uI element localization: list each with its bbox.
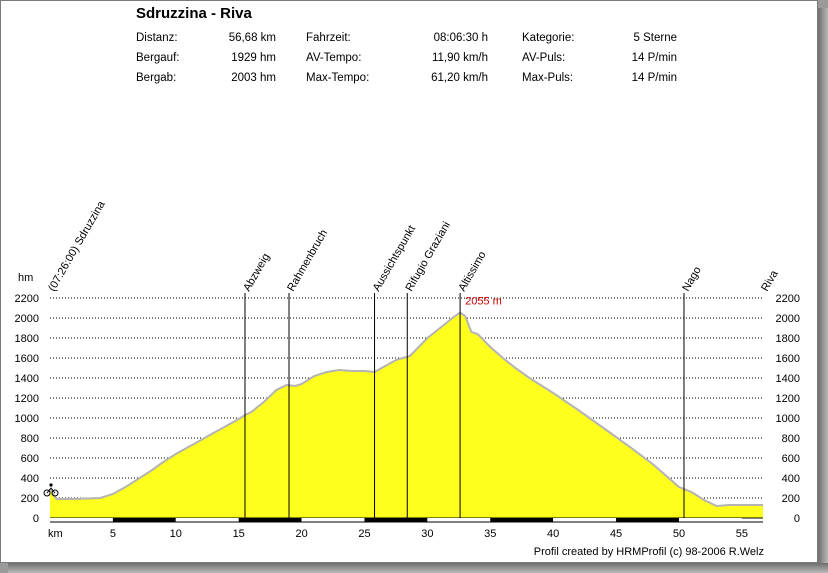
stat-avg-pulse-label: AV-Puls: — [522, 52, 566, 64]
footer-credit: Profil created by HRMProfil (c) 98-2006 … — [534, 546, 764, 558]
y-tick-label-right: 1200 — [776, 393, 800, 405]
stat-avg-speed-value: 11,90 km/h — [431, 52, 488, 64]
x-tick-label: 5 — [110, 528, 116, 540]
elevation-profile-chart: (07:26:00) Sdruzzina Abzweig Rahmenbruch Au… — [15, 198, 800, 558]
bicycle-icon — [43, 483, 59, 497]
stat-category-label: Kategorie: — [522, 32, 575, 44]
y-tick-label-right: 200 — [782, 493, 800, 505]
y-tick-label-right: 1400 — [776, 373, 800, 385]
y-tick-label-left: 600 — [21, 453, 39, 465]
stat-max-speed-value: 61,20 km/h — [431, 72, 488, 84]
stat-ascent-value: 1929 hm — [231, 52, 276, 64]
route-title: Sdruzzina - Riva — [136, 5, 252, 22]
stat-category-value: 5 Sterne — [633, 32, 677, 44]
y-tick-label-left: 1600 — [15, 353, 39, 365]
stat-distance-value: 56,68 km — [228, 32, 276, 44]
scale-bar-segment — [678, 518, 742, 522]
y-tick-label-left: 1800 — [15, 333, 39, 345]
y-tick-label-left: 200 — [21, 493, 39, 505]
y-tick-label-right: 400 — [782, 473, 800, 485]
peak-elevation-label: 2055 m — [465, 296, 502, 308]
y-tick-label-right: 0 — [794, 513, 800, 525]
window-shadow-bottom — [8, 563, 828, 573]
stat-descent-value: 2003 hm — [231, 72, 276, 84]
bicycle-rider — [49, 483, 53, 487]
stat-time-value: 08:06:30 h — [433, 32, 488, 44]
scale-bar-segment — [238, 518, 302, 522]
x-tick-label: 45 — [610, 528, 622, 540]
y-tick-label-left: 1200 — [15, 393, 39, 405]
scale-bar-segment — [112, 518, 176, 522]
y-tick-label-right: 1800 — [776, 333, 800, 345]
stat-descent-label: Bergab: — [136, 72, 177, 84]
x-tick-label: 15 — [233, 528, 245, 540]
stat-avg-speed-label: AV-Tempo: — [306, 52, 362, 64]
x-tick-label: 55 — [736, 528, 748, 540]
y-tick-label-left: 400 — [21, 473, 39, 485]
x-tick-label: 50 — [673, 528, 685, 540]
stat-max-speed-label: Max-Tempo: — [306, 72, 370, 84]
x-tick-label: 10 — [170, 528, 182, 540]
waypoint-label: Altissimo — [456, 249, 488, 293]
window-shadow-right — [818, 8, 828, 573]
stat-ascent-label: Bergauf: — [136, 52, 180, 64]
stat-max-pulse-label: Max-Puls: — [522, 72, 574, 84]
y-tick-label-right: 1000 — [776, 413, 800, 425]
y-tick-label-left: 1000 — [15, 413, 39, 425]
x-axis-unit: km — [48, 528, 63, 540]
waypoint-label: Riva — [759, 268, 781, 294]
elevation-area — [49, 311, 763, 518]
y-tick-label-left: 2200 — [15, 293, 39, 305]
scale-bar-segment — [616, 518, 679, 522]
stat-distance-label: Distanz: — [136, 32, 178, 44]
scale-bar-segment — [490, 518, 554, 522]
y-tick-label-left: 2000 — [15, 313, 39, 325]
y-tick-label-right: 800 — [782, 433, 800, 445]
scale-bar-segment — [553, 518, 617, 522]
elevation-fill — [50, 312, 763, 518]
bicycle-wheel-front — [51, 489, 59, 497]
x-tick-label: 20 — [295, 528, 307, 540]
scale-bar-segment — [50, 518, 113, 522]
y-tick-label-right: 600 — [782, 453, 800, 465]
stat-max-pulse-value: 14 P/min — [631, 72, 677, 84]
axes: 0 0 200 200 400 400 600 600 800 800 1000 1000 1200 12… — [15, 293, 800, 540]
x-tick-label: 35 — [484, 528, 496, 540]
bicycle-wheel-rear — [43, 489, 51, 497]
y-tick-label-right: 1600 — [776, 353, 800, 365]
scale-bar-segment — [364, 518, 428, 522]
waypoint-label: Rahmenbruch — [285, 228, 330, 294]
waypoint-label: Abzweig — [241, 251, 272, 293]
scale-bar-segment — [175, 518, 239, 522]
x-tick-label: 40 — [547, 528, 559, 540]
waypoint-label: (07:26:00) Sdruzzina — [46, 198, 108, 293]
bicycle-frame — [46, 487, 56, 494]
stat-avg-pulse-value: 14 P/min — [631, 52, 677, 64]
scale-bar-segment — [427, 518, 491, 522]
scale-bar-segment — [301, 518, 365, 522]
waypoint-label: Nago — [680, 265, 704, 294]
x-tick-label: 30 — [421, 528, 433, 540]
y-axis-unit: hm — [18, 272, 33, 284]
y-tick-label-left: 800 — [21, 433, 39, 445]
y-tick-label-right: 2200 — [776, 293, 800, 305]
y-tick-label-left: 1400 — [15, 373, 39, 385]
stat-time-label: Fahrzeit: — [306, 32, 351, 44]
y-tick-label-left: 0 — [33, 513, 39, 525]
y-tick-label-right: 2000 — [776, 313, 800, 325]
x-tick-label: 25 — [358, 528, 370, 540]
